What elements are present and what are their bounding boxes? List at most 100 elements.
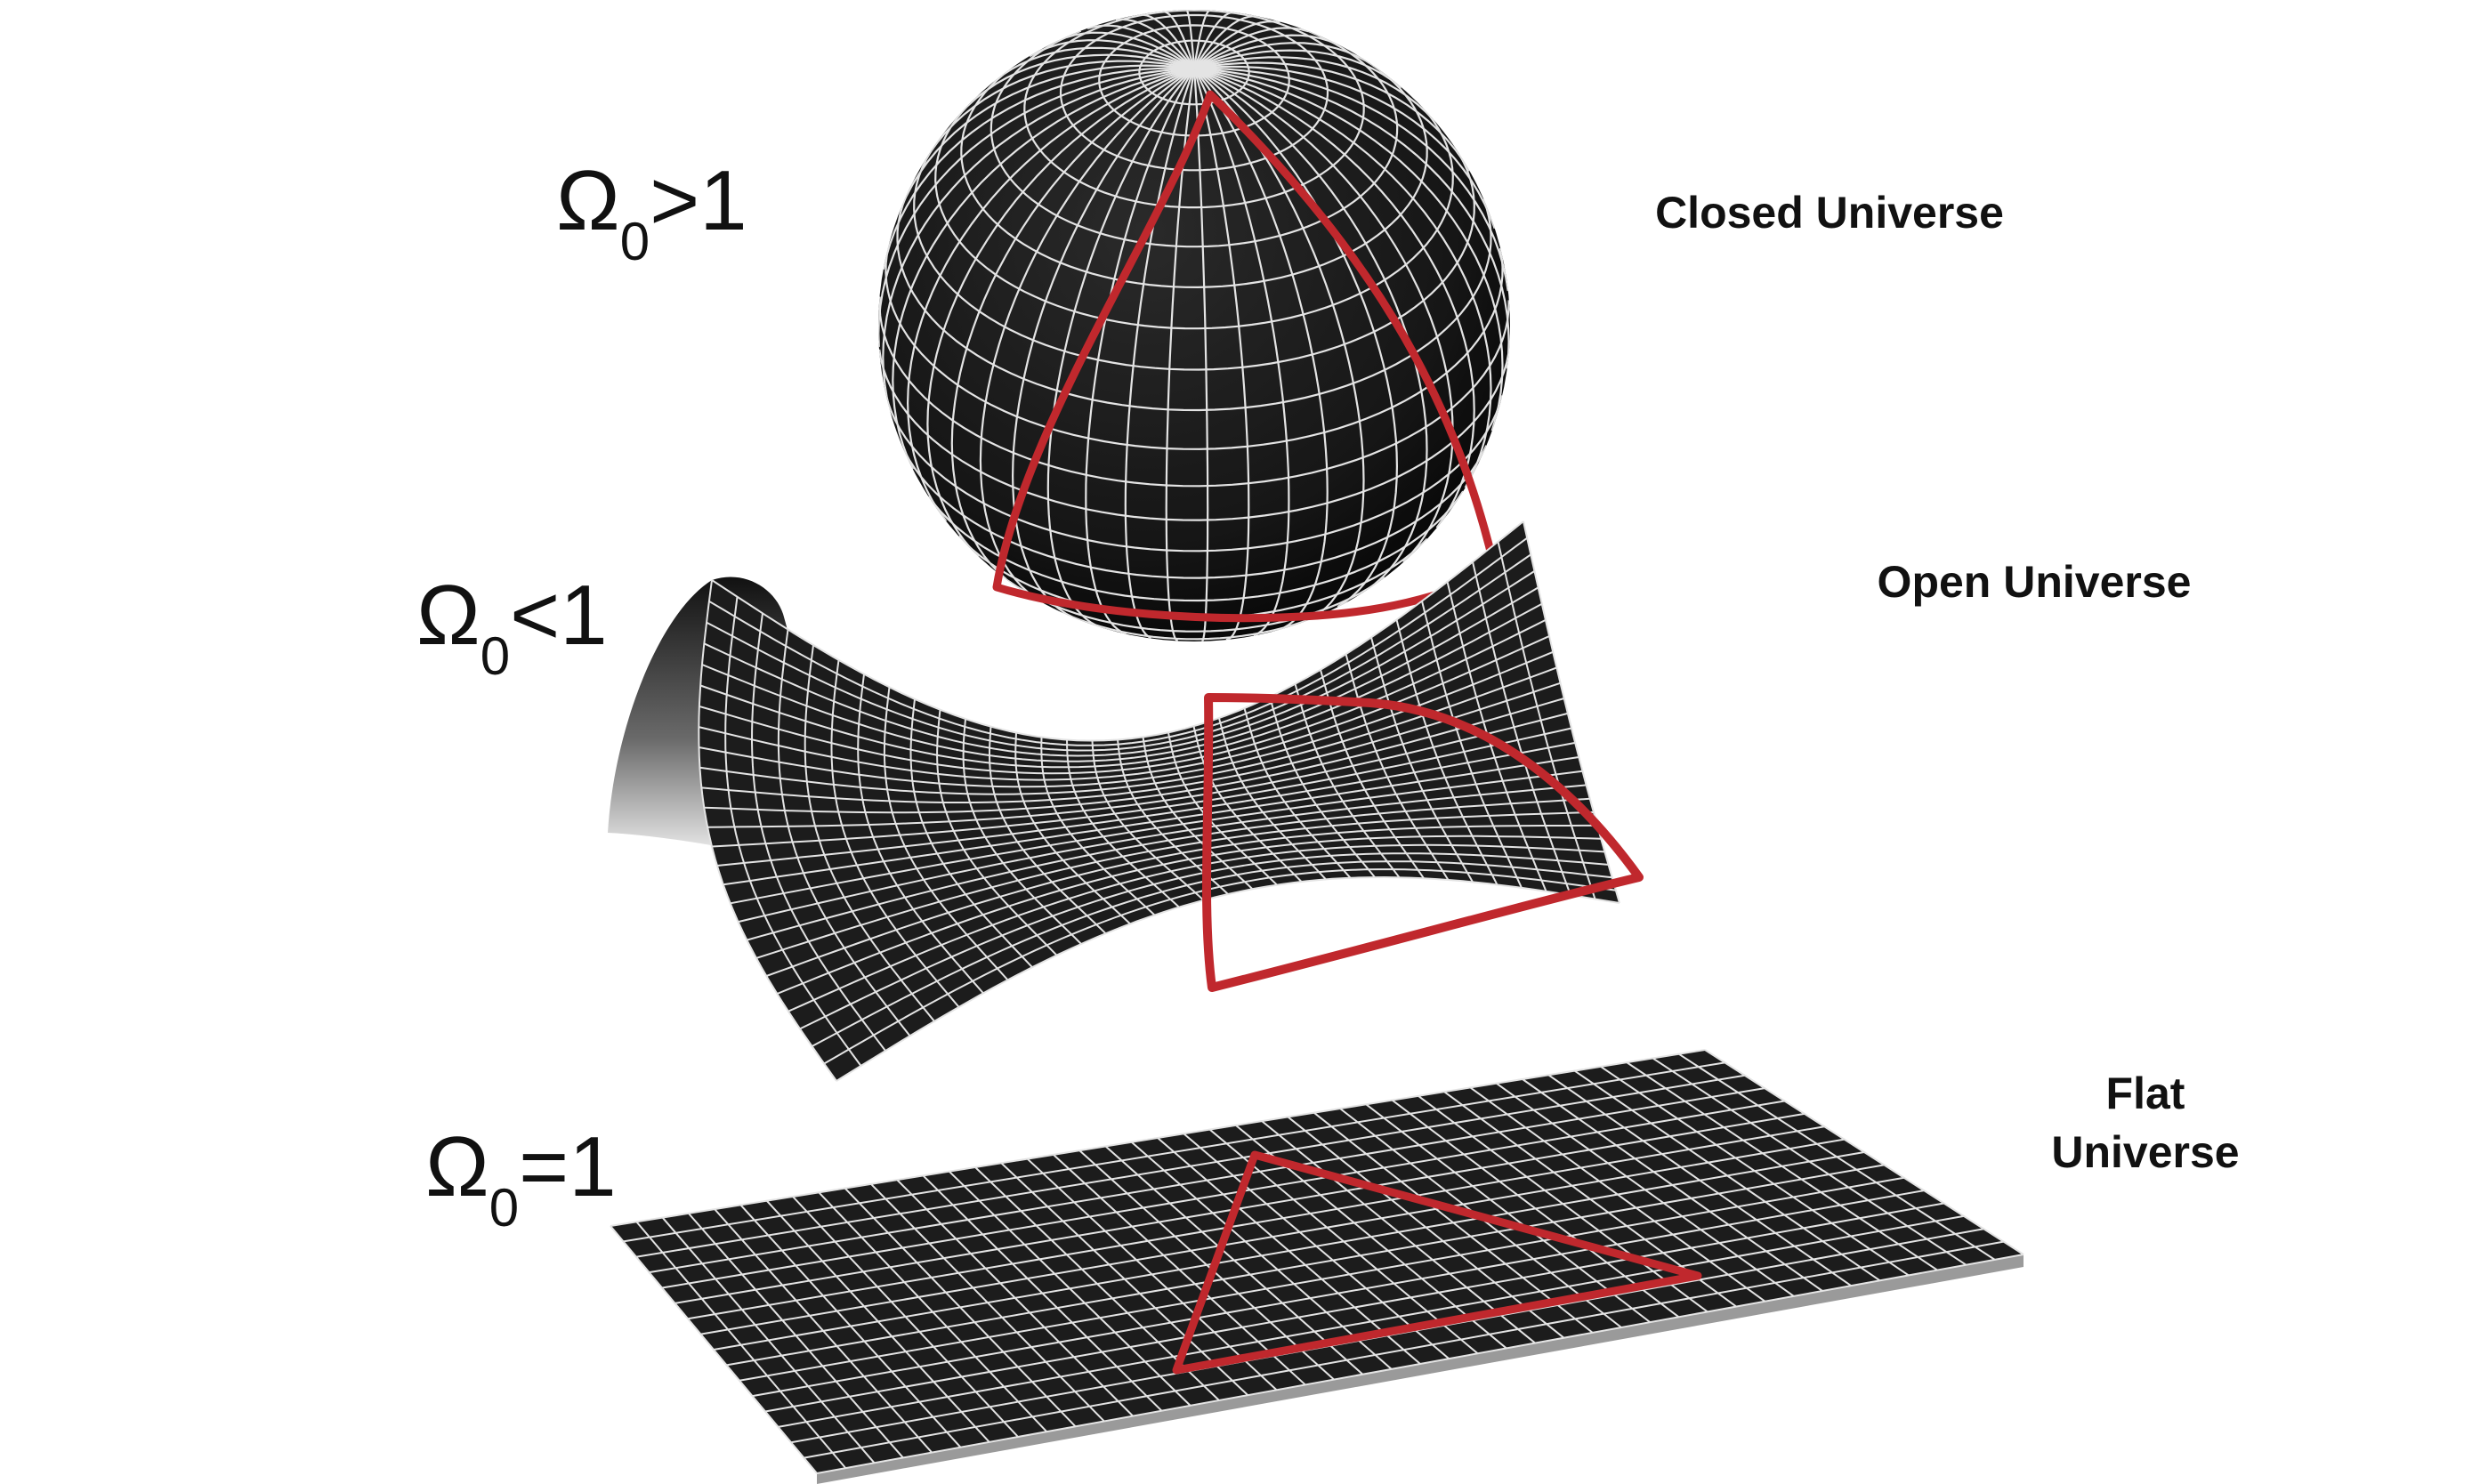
saddle-grid-line bbox=[711, 727, 1572, 848]
saddle-triangle bbox=[1201, 693, 1644, 992]
sphere-grid-line bbox=[882, 68, 1195, 411]
plane-grid-line bbox=[610, 1049, 1706, 1227]
plane-grid-line bbox=[739, 1176, 1904, 1382]
sphere-grid-line bbox=[1193, 68, 1504, 431]
saddle-grid-line bbox=[730, 770, 1583, 905]
sphere-grid-line bbox=[1193, 34, 1338, 70]
plane-triangle bbox=[1172, 1150, 1702, 1375]
sphere-grid-line bbox=[1085, 68, 1195, 635]
sphere-grid-line bbox=[1164, 10, 1196, 69]
sphere-grid-line bbox=[1138, 13, 1195, 69]
sphere-grid-line bbox=[1193, 20, 1280, 69]
sphere-grid-line bbox=[950, 68, 1195, 580]
svg-text:Ω0<1: Ω0<1 bbox=[416, 568, 608, 686]
saddle-grid-line bbox=[812, 860, 1612, 1047]
flat-universe-label-line1: Flat bbox=[2106, 1069, 2185, 1118]
plane-grid-line bbox=[816, 1254, 2024, 1474]
sphere-grid-line bbox=[1193, 68, 1399, 609]
saddle-grid-line bbox=[699, 635, 1550, 781]
open-universe-saddle bbox=[608, 520, 1644, 1082]
saddle-grid-line bbox=[738, 784, 1587, 923]
flat-universe-label-line2: Universe bbox=[2051, 1127, 2239, 1177]
sphere-grid-line bbox=[906, 68, 1195, 522]
sphere-grid bbox=[878, 10, 1510, 641]
saddle-surface bbox=[698, 520, 1620, 1082]
open-universe-label: Open Universe bbox=[1878, 557, 2192, 607]
plane-grid-line bbox=[635, 1074, 1745, 1258]
saddle-grid-line bbox=[823, 868, 1616, 1065]
saddle-grid-line bbox=[788, 843, 1605, 1012]
sphere-grid-line bbox=[900, 64, 1195, 209]
sphere-grid-line bbox=[958, 53, 1195, 116]
saddle-grid-line bbox=[701, 586, 1539, 762]
sphere-grid-line bbox=[896, 195, 1492, 412]
sphere-grid-line bbox=[1124, 68, 1196, 640]
sphere-grid-line bbox=[882, 67, 1195, 270]
sphere-grid-line bbox=[1046, 68, 1195, 629]
sphere-grid-line bbox=[1086, 24, 1195, 69]
saddle-grid-line bbox=[716, 741, 1576, 867]
sphere-grid-line bbox=[1193, 68, 1492, 488]
sphere-grid-line bbox=[1193, 68, 1475, 528]
sphere-grid-line bbox=[1193, 42, 1375, 70]
sphere-grid-line bbox=[929, 60, 1195, 154]
saddle-grid-line bbox=[711, 520, 1524, 742]
sphere-grid-line bbox=[1193, 68, 1510, 369]
saddle-grid-line bbox=[699, 619, 1547, 775]
saddle-grid-line bbox=[708, 536, 1528, 746]
saddle-grid bbox=[698, 520, 1620, 1082]
sphere-grid-line bbox=[1192, 11, 1235, 69]
plane-grid-line bbox=[713, 1151, 1865, 1351]
plane-grid-line bbox=[649, 1087, 1765, 1274]
plane-grid-line bbox=[804, 1240, 2004, 1459]
plane-grid-line bbox=[726, 1164, 1885, 1367]
saddle-grid-line bbox=[706, 553, 1531, 752]
sphere-grid-line bbox=[1193, 49, 1402, 89]
sphere-grid-line bbox=[1115, 18, 1195, 69]
closed-universe-sphere bbox=[878, 10, 1510, 641]
saddle-grid-line bbox=[704, 698, 1564, 814]
plane-grid-line bbox=[687, 1125, 1825, 1320]
sphere-grid-line bbox=[878, 68, 1195, 347]
plane-grid-line bbox=[700, 1138, 1845, 1335]
sphere-triangle bbox=[992, 90, 1499, 623]
sphere-grid-line bbox=[1192, 68, 1250, 641]
sphere-grid-line bbox=[1193, 68, 1454, 563]
sphere-body bbox=[878, 10, 1510, 641]
plane-grid-line bbox=[675, 1112, 1805, 1304]
saddle-grid-line bbox=[723, 756, 1579, 886]
sphere-grid-line bbox=[1193, 27, 1309, 69]
sphere-grid-line bbox=[1193, 67, 1509, 292]
omega-label-flat: Ω0=1 bbox=[425, 1119, 617, 1238]
omega-label-closed: Ω0>1 bbox=[556, 153, 747, 271]
sphere-grid-line bbox=[1192, 69, 1209, 641]
saddle-grid-line bbox=[776, 835, 1602, 995]
saddle-grid-line bbox=[699, 602, 1543, 769]
saddle-grid-line bbox=[701, 682, 1561, 803]
flat-universe-plane bbox=[610, 1049, 2024, 1484]
sphere-grid-line bbox=[1193, 68, 1290, 637]
saddle-grid-line bbox=[836, 875, 1620, 1082]
sphere-grid-line bbox=[1193, 56, 1435, 122]
saddle-grid-line bbox=[707, 712, 1569, 828]
sphere-grid-line bbox=[926, 68, 1195, 558]
svg-text:Ω0>1: Ω0>1 bbox=[556, 153, 747, 271]
sphere-grid-line bbox=[1058, 31, 1195, 70]
omega-label-open: Ω0<1 bbox=[416, 568, 608, 686]
plane-grid bbox=[610, 1049, 2024, 1474]
plane-grid-line bbox=[764, 1202, 1944, 1413]
plane-grid-line bbox=[623, 1061, 1725, 1243]
saddle-grid-line bbox=[765, 824, 1598, 977]
sphere-grid-line bbox=[1193, 61, 1471, 172]
sphere-grid-line bbox=[1029, 39, 1195, 70]
plane-grid-line bbox=[661, 1100, 1785, 1289]
sphere-grid-line bbox=[979, 68, 1195, 604]
plane-fill bbox=[610, 1050, 2024, 1473]
plane-surface bbox=[610, 1049, 2024, 1474]
saddle-grid-line bbox=[755, 811, 1594, 959]
svg-text:Ω0=1: Ω0=1 bbox=[425, 1119, 617, 1238]
sphere-grid-line bbox=[992, 46, 1195, 83]
sphere-grid-line bbox=[1193, 15, 1258, 69]
sphere-grid-line bbox=[1193, 68, 1329, 632]
